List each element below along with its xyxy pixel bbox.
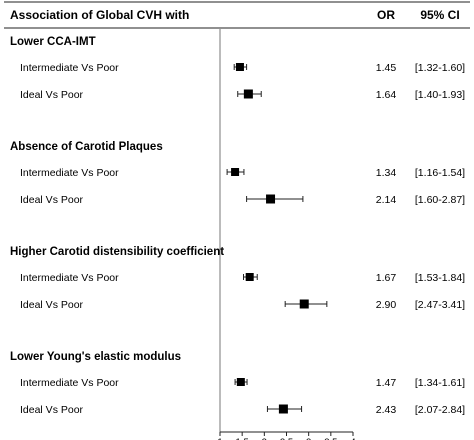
or-point	[245, 273, 254, 281]
or-point	[278, 404, 288, 414]
or-point	[236, 378, 245, 386]
or-point	[299, 299, 309, 309]
forest-marks	[226, 63, 328, 414]
row-label: Ideal Vs Poor	[20, 404, 84, 416]
ci-value: [1.16-1.54]	[415, 167, 465, 179]
or-value: 1.45	[376, 62, 397, 74]
row-label: Ideal Vs Poor	[20, 194, 84, 206]
header-title: Association of Global CVH with	[10, 8, 189, 22]
x-axis: 1 1.5 2 2.5 3 3.5 4	[217, 29, 356, 440]
group-label: Absence of Carotid Plaques	[10, 141, 163, 153]
or-point	[231, 168, 240, 176]
or-value: 1.67	[376, 272, 397, 284]
or-value: 1.47	[376, 377, 397, 389]
or-value: 1.64	[376, 89, 397, 101]
or-point	[266, 194, 276, 204]
row-label: Ideal Vs Poor	[20, 89, 84, 101]
group-label: Lower CCA-IMT	[10, 36, 96, 48]
ci-value: [1.60-2.87]	[415, 194, 465, 206]
row-label: Ideal Vs Poor	[20, 299, 84, 311]
x-tick-label: 4	[350, 437, 355, 440]
or-point	[243, 89, 253, 99]
x-tick-label: 1.5	[236, 437, 249, 440]
ci-value: [1.34-1.61]	[415, 377, 465, 389]
x-tick-label: 1	[217, 437, 222, 440]
row-label: Intermediate Vs Poor	[20, 167, 119, 179]
x-tick-label: 3.5	[324, 437, 337, 440]
or-value: 2.43	[376, 404, 397, 416]
x-tick-label: 2	[262, 437, 267, 440]
or-point	[235, 63, 244, 71]
or-value: 1.34	[376, 167, 397, 179]
row-label: Intermediate Vs Poor	[20, 62, 119, 74]
ci-value: [1.53-1.84]	[415, 272, 465, 284]
x-tick-label: 3	[306, 437, 311, 440]
ci-value: [2.07-2.84]	[415, 404, 465, 416]
header-or-label: OR	[377, 8, 395, 22]
row-label: Intermediate Vs Poor	[20, 377, 119, 389]
or-value: 2.90	[376, 299, 397, 311]
forest-rows: Lower CCA-IMT Intermediate Vs Poor 1.45 [1.…	[10, 36, 465, 416]
ci-value: [2.47-3.41]	[415, 299, 465, 311]
group-label: Higher Carotid distensibility coefficien…	[10, 246, 224, 258]
x-tick-label: 2.5	[280, 437, 293, 440]
or-value: 2.14	[376, 194, 397, 206]
ci-value: [1.40-1.93]	[415, 89, 465, 101]
header-ci-label: 95% CI	[420, 8, 459, 22]
row-label: Intermediate Vs Poor	[20, 272, 119, 284]
ci-value: [1.32-1.60]	[415, 62, 465, 74]
group-label: Lower Young's elastic modulus	[10, 351, 181, 363]
